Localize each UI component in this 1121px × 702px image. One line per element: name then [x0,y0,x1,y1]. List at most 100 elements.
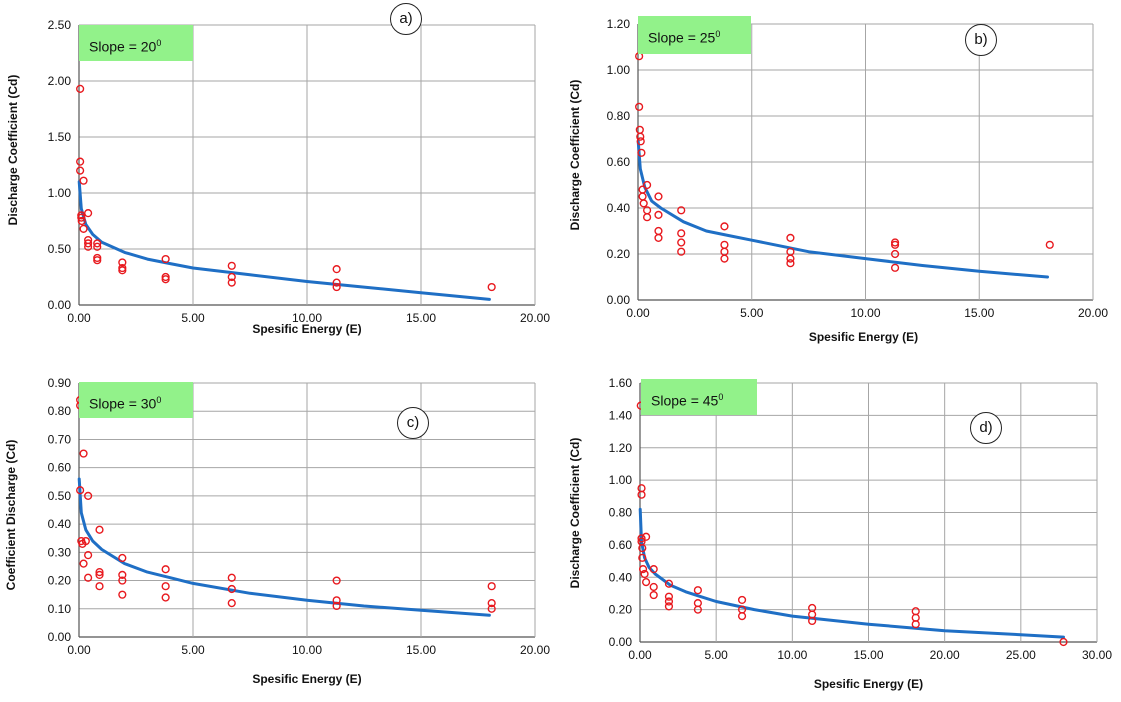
data-point [640,569,649,579]
x-tick-label: 0.00 [67,643,91,657]
data-point [76,84,85,93]
data-point [77,213,86,222]
data-point [227,272,236,282]
data-point [84,551,93,560]
y-tick-label: 0.80 [48,404,72,418]
data-point [161,593,170,602]
data-point [641,578,651,587]
data-point [227,584,236,594]
data-point [84,242,93,251]
data-point [332,576,341,585]
data-point [332,278,341,287]
data-point [227,599,236,608]
data-point [79,559,88,568]
chart-panel-d: 0.00 0.20 0.40 0.60 0.80 1.00 1.20 1.40 1.60 0.00… [560,365,1121,702]
panel-label-a: a) [390,3,422,35]
chart-svg-d: 0.00 0.20 0.40 0.60 0.80 1.00 1.20 1.40 1.60 0.00… [609,376,1113,662]
data-point [93,242,102,251]
data-point [79,449,88,458]
y-tick-label: 0.90 [48,376,72,390]
y-tick-label: 0.60 [609,538,633,552]
data-point [637,490,646,499]
chart-panel-a: 0.00 0.50 1.00 1.50 2.00 2.50 0.00 5.00 10.00 15.… [0,0,560,350]
data-point [81,536,90,546]
data-point [84,491,93,500]
x-tick-label: 5.00 [181,311,205,325]
data-point [79,176,88,185]
y-tick-label: 0.00 [48,630,72,644]
data-point [638,553,647,562]
x-tick-label: 10.00 [292,311,322,325]
trend-curve [77,180,491,301]
y-tick-label: 0.80 [609,506,633,520]
data-point [77,216,86,226]
slope-box-a: Slope = 200 [79,25,193,61]
x-tick-label: 20.00 [1078,306,1108,320]
data-point [93,256,102,265]
data-point [118,570,127,580]
data-point [635,102,644,111]
x-tick-label: 5.00 [704,648,728,662]
data-point [76,157,85,166]
data-point [890,238,900,247]
data-point [227,278,236,287]
x-axis-title-b: Spesific Energy (E) [808,330,919,344]
data-point [737,612,747,621]
data-point [737,595,747,605]
data-point [76,486,85,495]
x-tick-label: 0.00 [626,306,650,320]
data-point [664,597,674,606]
data-point [161,565,170,574]
trend-curve [638,507,1065,639]
data-point [677,229,686,238]
y-axis-title-c: Coefficient Discharge (Cd) [4,439,18,591]
data-point [76,166,85,175]
y-tick-label: 0.20 [607,247,631,261]
x-tick-label: 20.00 [930,648,960,662]
x-tick-label: 15.00 [406,643,436,657]
y-axis-title-b: Discharge Coefficient (Cd) [568,79,582,231]
trend-curve [77,477,491,617]
y-tick-label: 0.00 [609,635,633,649]
y-tick-label: 1.00 [607,63,631,77]
data-point [84,573,93,582]
data-point [639,199,648,208]
x-tick-label: 5.00 [740,306,764,320]
data-point [636,137,645,146]
y-axis-title-d: Discharge Coefficient (Cd) [568,437,582,589]
data-point [638,565,648,574]
data-point [808,616,817,626]
slope-box-b: Slope = 250 [638,16,751,54]
data-point [664,579,674,588]
data-point [693,586,702,595]
y-tick-label: 0.20 [48,574,72,588]
data-point [641,532,651,541]
data-point [332,265,341,274]
slope-sup-c: 0 [156,395,162,405]
y-tick-label: 1.50 [48,130,72,144]
data-point [720,254,729,263]
data-point [118,266,127,275]
x-tick-label: 20.00 [520,643,550,657]
data-point [649,590,658,600]
x-tick-label: 15.00 [853,648,883,662]
y-tick-label: 0.40 [609,570,633,584]
y-tick-label: 0.60 [607,155,631,169]
y-axis-title-a: Discharge Coefficient (Cd) [6,74,20,226]
y-tick-label: 0.30 [48,545,72,559]
data-point [720,222,729,231]
y-tick-label: 0.50 [48,489,72,503]
data-point [654,233,663,243]
data-point [911,620,920,629]
data-point [161,582,170,591]
y-tick-label: 1.40 [609,408,633,422]
data-point [84,209,93,218]
data-point [161,254,170,264]
y-tick-label: 1.00 [609,473,633,487]
panel-label-c: c) [397,407,429,439]
chart-panel-b: 0.00 0.20 0.40 0.60 0.80 1.00 1.20 0.00 5.00 10.0… [560,0,1121,360]
x-tick-label: 10.00 [292,643,322,657]
data-point [93,239,102,248]
y-tick-label: 0.60 [48,461,72,475]
data-point [638,544,647,553]
